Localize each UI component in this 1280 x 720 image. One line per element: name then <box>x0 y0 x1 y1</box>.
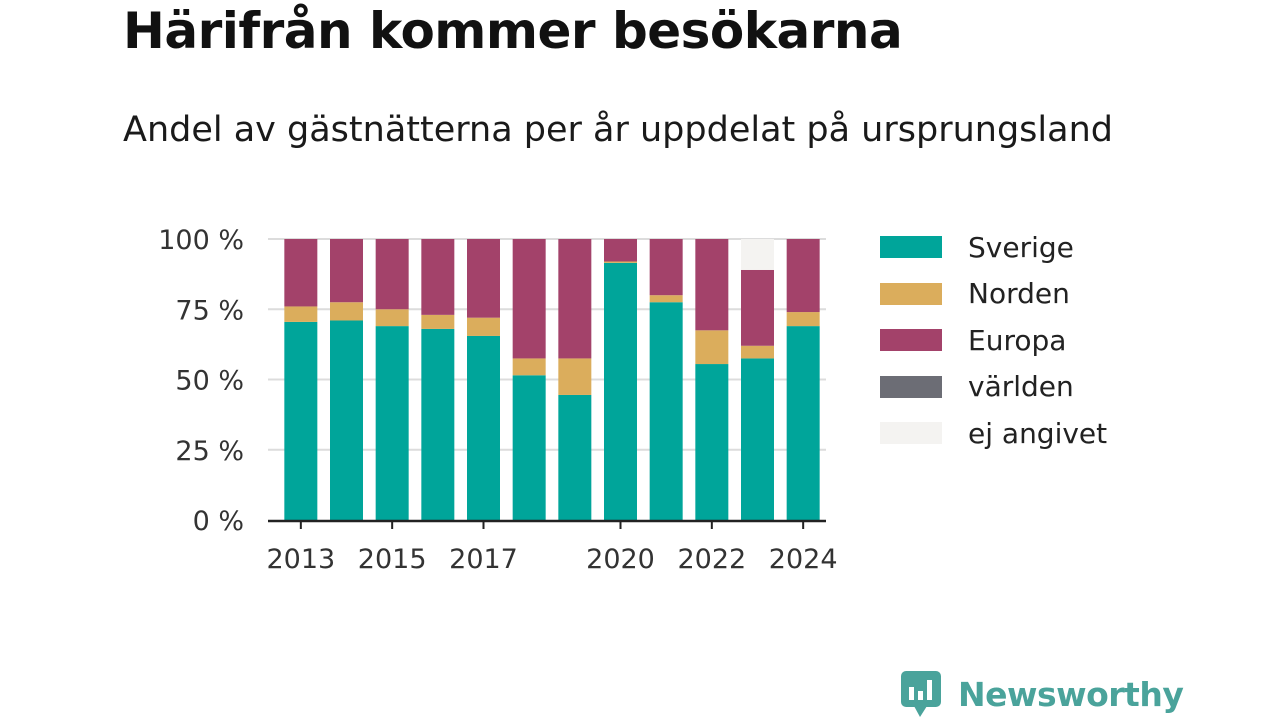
x-tick-label: 2022 <box>677 544 746 575</box>
bar-segment-ej-angivet <box>741 239 774 270</box>
newsworthy-logo-icon <box>901 671 941 717</box>
legend-item-norden: Norden <box>880 271 1107 318</box>
legend-label: Europa <box>968 323 1067 357</box>
x-tick-label: 2020 <box>586 544 655 575</box>
legend-label: världen <box>968 370 1074 404</box>
bar-segment-europa <box>786 239 820 313</box>
bar-segment-europa <box>604 239 637 262</box>
legend-item-varlden: världen <box>880 364 1107 411</box>
y-tick-label: 75 % <box>175 295 244 326</box>
bar-segment-europa <box>330 239 363 303</box>
bar-segment-europa <box>467 239 500 318</box>
bar-segment-norden <box>695 330 729 365</box>
bar-segment-europa <box>558 239 592 359</box>
legend-swatch <box>880 282 942 305</box>
x-tick-label: 2013 <box>266 544 335 575</box>
bar-segment-sverige <box>695 364 729 520</box>
chart-subtitle: Andel av gästnätterna per år uppdelat på… <box>123 110 1113 150</box>
bar-segment-europa <box>741 269 774 346</box>
x-tick-label: 2017 <box>449 544 518 575</box>
bar-segment-norden <box>284 306 318 322</box>
bar-segment-norden <box>558 358 592 395</box>
bar-segment-europa <box>695 239 729 331</box>
x-tick-label: 2024 <box>769 544 838 575</box>
newsworthy-logo-text: Newsworthy <box>958 674 1184 714</box>
bar-segment-norden <box>330 302 363 321</box>
bar-segment-norden <box>421 314 455 329</box>
x-tick-label: 2015 <box>358 544 427 575</box>
y-tick-label: 100 % <box>158 225 244 256</box>
legend-swatch <box>880 375 942 398</box>
legend-item-europa: Europa <box>880 317 1107 364</box>
y-tick-label: 0 % <box>193 506 244 537</box>
legend-swatch <box>880 422 942 445</box>
bar-segment-europa <box>512 239 546 359</box>
legend-label: Norden <box>968 277 1070 311</box>
legend-item-ej-angivet: ej angivet <box>880 410 1107 457</box>
bar-segment-sverige <box>375 326 409 520</box>
y-tick-label: 25 % <box>175 436 244 467</box>
bar-segment-sverige <box>786 326 820 520</box>
bar-segment-sverige <box>604 262 637 520</box>
bar-segment-sverige <box>558 394 592 520</box>
bar-segment-europa <box>421 239 455 315</box>
bar-segment-europa <box>375 239 409 310</box>
bar-segment-norden <box>467 317 500 336</box>
bar-segment-europa <box>649 239 683 296</box>
bar-segment-sverige <box>512 375 546 520</box>
bar-segment-norden <box>512 358 546 376</box>
bar-segment-norden <box>741 345 774 359</box>
legend: Sverige Norden Europa världen ej angivet <box>880 224 1107 457</box>
legend-label: ej angivet <box>968 416 1108 450</box>
legend-item-sverige: Sverige <box>880 224 1107 271</box>
bar-segment-sverige <box>649 302 683 520</box>
legend-swatch <box>880 329 942 352</box>
y-tick-label: 50 % <box>175 366 244 397</box>
bar-segment-sverige <box>421 328 455 520</box>
legend-label: Sverige <box>968 230 1074 264</box>
bar-segment-norden <box>786 312 820 327</box>
newsworthy-logo: Newsworthy <box>900 670 1184 718</box>
bar-segment-sverige <box>284 321 318 520</box>
bar-segment-sverige <box>741 358 774 520</box>
bar-segment-norden <box>649 295 683 303</box>
chart-title: Härifrån kommer besökarna <box>123 2 903 60</box>
legend-swatch <box>880 236 942 259</box>
bar-segment-norden <box>375 309 409 327</box>
bar-segment-norden <box>604 261 637 263</box>
bar-segment-europa <box>284 239 318 307</box>
bar-segment-sverige <box>330 320 363 520</box>
bar-segment-sverige <box>467 335 500 520</box>
